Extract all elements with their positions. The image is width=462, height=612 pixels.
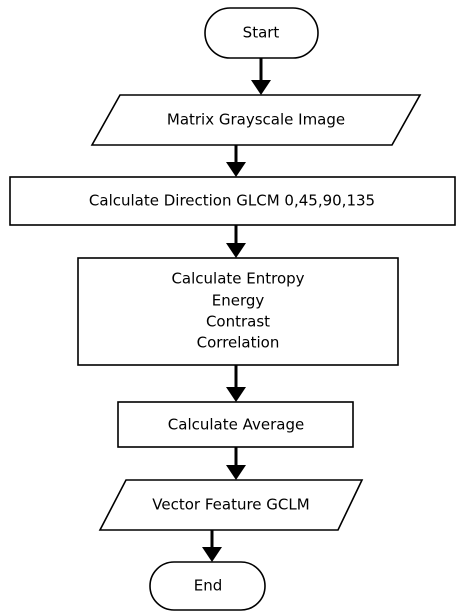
arrow-head (226, 387, 246, 402)
node-label-line: Contrast (206, 313, 270, 331)
input-parallelogram (90, 94, 422, 146)
node-label-line: Calculate Entropy (171, 270, 304, 288)
output-parallelogram (98, 479, 364, 531)
process-box (77, 257, 399, 366)
start-terminal (204, 7, 319, 59)
node-label: End (194, 577, 223, 595)
process-box (117, 401, 354, 448)
arrow-head (226, 243, 246, 258)
node-label-line: Energy (212, 292, 265, 310)
arrows (202, 58, 271, 562)
node-label: Calculate Average (168, 416, 304, 434)
node-label: Matrix Grayscale Image (167, 111, 345, 129)
node-label-line: Correlation (197, 334, 280, 352)
node-label: Calculate Direction GLCM 0,45,90,135 (89, 192, 375, 210)
process-box (9, 176, 456, 226)
end-terminal (149, 561, 266, 611)
arrow-head (251, 80, 271, 95)
arrow-head (226, 465, 246, 480)
node-label: Start (243, 24, 280, 42)
node-label: Vector Feature GCLM (152, 496, 309, 514)
arrow-head (226, 162, 246, 177)
arrow-head (202, 547, 222, 562)
